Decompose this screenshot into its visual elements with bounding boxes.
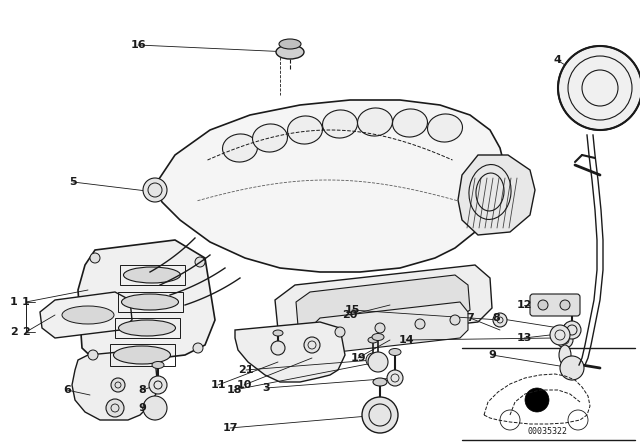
Circle shape bbox=[193, 343, 203, 353]
Text: 1: 1 bbox=[22, 297, 30, 307]
Text: 11: 11 bbox=[211, 380, 226, 390]
Text: 14: 14 bbox=[398, 335, 414, 345]
Circle shape bbox=[88, 350, 98, 360]
Text: 20: 20 bbox=[342, 310, 358, 320]
Text: 1: 1 bbox=[10, 297, 18, 307]
Text: 19: 19 bbox=[350, 353, 366, 363]
Polygon shape bbox=[155, 100, 505, 272]
Text: 21: 21 bbox=[238, 365, 253, 375]
Circle shape bbox=[111, 378, 125, 392]
Polygon shape bbox=[458, 155, 535, 235]
Circle shape bbox=[493, 313, 507, 327]
FancyBboxPatch shape bbox=[530, 294, 580, 316]
Ellipse shape bbox=[389, 349, 401, 356]
Circle shape bbox=[375, 323, 385, 333]
Text: 7: 7 bbox=[466, 313, 474, 323]
Polygon shape bbox=[72, 350, 158, 420]
Ellipse shape bbox=[559, 345, 571, 365]
Circle shape bbox=[450, 315, 460, 325]
Circle shape bbox=[149, 376, 167, 394]
Ellipse shape bbox=[273, 330, 283, 336]
Text: 15: 15 bbox=[344, 305, 360, 315]
Ellipse shape bbox=[223, 134, 257, 162]
Text: 13: 13 bbox=[516, 333, 532, 343]
Text: 2: 2 bbox=[10, 327, 18, 337]
Circle shape bbox=[538, 300, 548, 310]
Circle shape bbox=[525, 388, 549, 412]
Text: 18: 18 bbox=[227, 385, 242, 395]
Ellipse shape bbox=[372, 333, 384, 340]
Ellipse shape bbox=[287, 116, 323, 144]
Ellipse shape bbox=[124, 267, 180, 283]
Ellipse shape bbox=[358, 108, 392, 136]
Ellipse shape bbox=[276, 45, 304, 59]
Polygon shape bbox=[296, 275, 470, 336]
Ellipse shape bbox=[122, 294, 179, 310]
Bar bbox=[115, 318, 180, 338]
Text: 8: 8 bbox=[492, 313, 500, 323]
Bar bbox=[118, 292, 183, 312]
Circle shape bbox=[362, 397, 398, 433]
Circle shape bbox=[195, 257, 205, 267]
Text: 00035322: 00035322 bbox=[528, 427, 568, 436]
Circle shape bbox=[366, 353, 380, 367]
Circle shape bbox=[368, 352, 388, 372]
Polygon shape bbox=[275, 265, 492, 342]
Circle shape bbox=[304, 337, 320, 353]
Ellipse shape bbox=[392, 109, 428, 137]
Circle shape bbox=[415, 319, 425, 329]
Ellipse shape bbox=[373, 378, 387, 386]
Text: 10: 10 bbox=[236, 380, 252, 390]
Circle shape bbox=[560, 300, 570, 310]
Ellipse shape bbox=[118, 320, 175, 336]
Text: 16: 16 bbox=[130, 40, 146, 50]
Ellipse shape bbox=[113, 346, 170, 364]
Text: 12: 12 bbox=[516, 300, 532, 310]
Text: 9: 9 bbox=[488, 350, 496, 360]
Ellipse shape bbox=[253, 124, 287, 152]
Text: 17: 17 bbox=[222, 423, 237, 433]
Bar bbox=[120, 265, 185, 285]
Ellipse shape bbox=[566, 303, 578, 310]
Ellipse shape bbox=[279, 39, 301, 49]
Circle shape bbox=[560, 356, 584, 380]
Text: 3: 3 bbox=[262, 383, 270, 393]
Circle shape bbox=[558, 46, 640, 130]
Circle shape bbox=[387, 370, 403, 386]
Ellipse shape bbox=[152, 362, 164, 369]
Text: 9: 9 bbox=[138, 403, 146, 413]
Ellipse shape bbox=[323, 110, 358, 138]
Text: 5: 5 bbox=[69, 177, 77, 187]
Circle shape bbox=[90, 253, 100, 263]
Circle shape bbox=[335, 327, 345, 337]
Ellipse shape bbox=[428, 114, 463, 142]
Bar bbox=[110, 344, 175, 366]
Circle shape bbox=[143, 396, 167, 420]
Polygon shape bbox=[310, 302, 468, 354]
Circle shape bbox=[106, 399, 124, 417]
Text: 4: 4 bbox=[553, 55, 561, 65]
Polygon shape bbox=[235, 322, 345, 382]
Polygon shape bbox=[78, 240, 215, 365]
Circle shape bbox=[271, 341, 285, 355]
Text: 6: 6 bbox=[63, 385, 71, 395]
Circle shape bbox=[143, 178, 167, 202]
Text: 2: 2 bbox=[22, 327, 30, 337]
Circle shape bbox=[563, 321, 581, 339]
Ellipse shape bbox=[62, 306, 114, 324]
Circle shape bbox=[557, 332, 573, 348]
Text: 8: 8 bbox=[138, 385, 146, 395]
Polygon shape bbox=[40, 292, 132, 338]
Circle shape bbox=[550, 325, 570, 345]
Ellipse shape bbox=[368, 337, 378, 343]
